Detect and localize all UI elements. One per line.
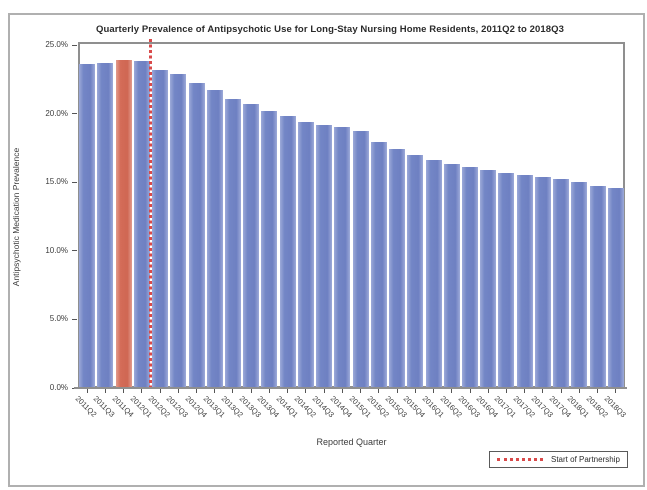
bar-2011Q2 — [79, 64, 96, 388]
x-tick-2014Q3 — [323, 389, 325, 393]
y-tick-10 — [72, 250, 77, 252]
x-tick-2014Q4 — [341, 389, 343, 393]
x-tick-2016Q3 — [469, 389, 471, 393]
bar-2017Q3 — [534, 176, 551, 388]
bar-2018Q3 — [607, 187, 624, 388]
bar-2016Q4 — [480, 169, 497, 388]
x-tick-2011Q3 — [104, 389, 106, 393]
x-tick-2012Q4 — [196, 389, 198, 393]
bar-2014Q1 — [279, 116, 296, 388]
y-tick-20 — [72, 113, 77, 115]
x-tick-2013Q1 — [214, 389, 216, 393]
dotted-line-legend-marker — [497, 458, 543, 461]
x-tick-2011Q4 — [123, 389, 125, 393]
bar-2014Q2 — [297, 121, 314, 388]
bar-2016Q1 — [425, 160, 442, 388]
y-tick-5 — [72, 318, 77, 320]
bar-2013Q2 — [224, 98, 241, 388]
chart-title: Quarterly Prevalence of Antipsychotic Us… — [95, 24, 565, 35]
y-tick-label-5: 5.0% — [49, 314, 68, 324]
bar-2012Q4 — [188, 83, 205, 388]
x-tick-2011Q2 — [86, 389, 88, 393]
x-tick-2017Q2 — [524, 389, 526, 393]
x-tick-2015Q2 — [378, 389, 380, 393]
x-tick-2012Q3 — [177, 389, 179, 393]
y-tick-label-10: 10.0% — [45, 245, 68, 255]
bar-2012Q1 — [133, 61, 150, 388]
x-tick-2013Q2 — [232, 389, 234, 393]
bar-2013Q1 — [206, 90, 223, 388]
bar-2015Q4 — [407, 154, 424, 388]
x-tick-2013Q4 — [268, 389, 270, 393]
bar-2017Q4 — [553, 179, 570, 388]
y-tick-25 — [72, 44, 77, 46]
bar-2012Q3 — [170, 73, 187, 388]
bar-2015Q1 — [352, 131, 369, 388]
legend: Start of Partnership — [489, 451, 628, 468]
legend-label: Start of Partnership — [551, 455, 620, 464]
x-tick-2018Q2 — [597, 389, 599, 393]
x-tick-2016Q2 — [451, 389, 453, 393]
x-axis-line — [74, 387, 627, 389]
start-of-partnership-line — [149, 39, 152, 388]
x-tick-2016Q1 — [433, 389, 435, 393]
bar-2018Q1 — [571, 182, 588, 388]
bar-2018Q2 — [589, 186, 606, 388]
y-tick-label-20: 20.0% — [45, 108, 68, 118]
x-tick-2017Q4 — [560, 389, 562, 393]
bar-2013Q4 — [261, 110, 278, 388]
x-tick-2015Q4 — [414, 389, 416, 393]
bar-2016Q3 — [462, 167, 479, 388]
y-tick-label-25: 25.0% — [45, 40, 68, 49]
x-tick-2018Q1 — [578, 389, 580, 393]
x-tick-2012Q1 — [141, 389, 143, 393]
y-tick-label-0: 0.0% — [49, 383, 68, 392]
x-tick-2017Q3 — [542, 389, 544, 393]
x-tick-2017Q1 — [505, 389, 507, 393]
x-tick-2016Q4 — [487, 389, 489, 393]
bar-2016Q2 — [443, 164, 460, 388]
y-axis-title: Antipsychotic Medication Prevalence — [11, 147, 21, 287]
x-tick-2014Q1 — [287, 389, 289, 393]
bar-2015Q3 — [389, 149, 406, 388]
plot-area — [78, 42, 625, 388]
bar-2015Q2 — [370, 142, 387, 388]
x-tick-2018Q3 — [615, 389, 617, 393]
bar-2017Q1 — [498, 172, 515, 388]
bar-2014Q4 — [334, 127, 351, 388]
y-tick-15 — [72, 181, 77, 183]
y-tick-label-15: 15.0% — [45, 177, 68, 187]
x-axis-title: Reported Quarter — [316, 437, 387, 447]
bar-2011Q3 — [97, 62, 114, 388]
bar-2012Q2 — [152, 69, 169, 388]
x-tick-2015Q3 — [396, 389, 398, 393]
x-tick-2015Q1 — [360, 389, 362, 393]
x-tick-2014Q2 — [305, 389, 307, 393]
bar-2013Q3 — [243, 103, 260, 388]
bar-2014Q3 — [316, 124, 333, 388]
bar-2011Q4 — [115, 60, 132, 388]
x-tick-2013Q3 — [250, 389, 252, 393]
x-tick-2012Q2 — [159, 389, 161, 393]
bar-2017Q2 — [516, 175, 533, 388]
